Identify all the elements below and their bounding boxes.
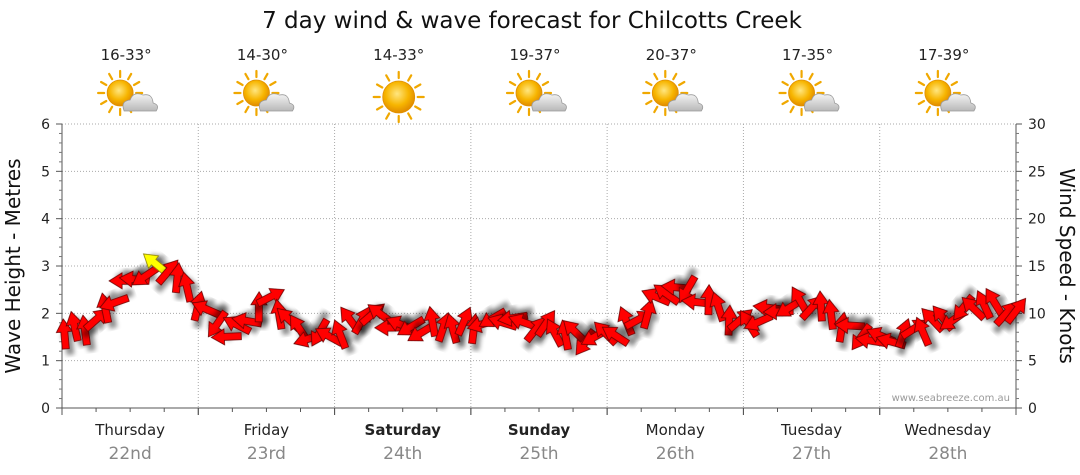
right-tick-label: 20 [1028,212,1046,228]
day-date: 27th [792,444,831,464]
day-temperature: 14-33° [373,46,424,64]
wind-arrow [1004,297,1027,325]
wind-arrow [617,306,636,337]
day-temperature: 20-37° [646,46,697,64]
chart-title: 7 day wind & wave forecast for Chilcotts… [262,8,803,34]
wind-arrows [55,253,1027,356]
right-tick-label: 25 [1028,164,1046,180]
partly-cloudy-icon [778,69,840,117]
day-name-tuesday: Tuesday [780,421,842,439]
wind-arrow [822,298,840,331]
day-temperature: 19-37° [509,46,560,64]
day-temperature: 17-35° [782,46,833,64]
left-tick-label: 5 [41,164,50,180]
left-tick-label: 3 [41,259,50,275]
day-date: 22nd [109,444,152,464]
partly-cloudy-icon [97,69,158,117]
day-name-thursday: Thursday [94,421,165,439]
wind-arrow [913,316,933,347]
day-date: 25th [519,444,558,464]
day-temperature: 17-39° [918,46,969,64]
wind-arrow [210,328,242,346]
left-tick-label: 4 [41,212,50,228]
wind-arrow [82,308,109,333]
day-date: 26th [656,444,695,464]
wind-arrow [709,291,727,323]
wind-arrow [639,298,657,330]
wind-arrow [55,318,74,350]
wind-arrow [423,305,441,338]
partly-cloudy-icon [642,69,704,117]
wind-arrow [601,326,631,347]
partly-cloudy-icon [914,69,976,117]
partly-cloudy-icon [233,69,295,117]
credit-text: www.seabreeze.com.au [892,393,1010,404]
right-tick-label: 10 [1028,306,1046,322]
sun-icon [372,70,425,124]
right-tick-label: 15 [1028,259,1046,275]
wind-arrow [99,294,130,312]
right-tick-label: 30 [1028,117,1046,133]
day-date: 24th [383,444,422,464]
left-tick-label: 2 [41,306,50,322]
left-tick-label: 6 [41,117,50,133]
right-tick-label: 0 [1028,401,1037,417]
day-name-friday: Friday [244,421,290,439]
wind-arrow [178,271,196,303]
left-axis: 0 1 2 3 4 5 6 [41,117,62,417]
day-labels: Thursday 22nd Friday 23rd Saturday 24th Sunday… [61,408,1017,464]
day-temperature: 16-33° [101,46,152,64]
wind-arrow [231,312,263,330]
right-axis-label: Wind Speed - Knots [1055,168,1079,364]
day-temperature: 14-30° [237,46,288,64]
day-name-monday: Monday [646,421,705,439]
day-name-saturday: Saturday [365,421,442,439]
weather-row: 16-33° 14-30° 14-33° 19-37° 20-37° 17-35° 17-3… [97,46,976,124]
left-axis-label: Wave Height - Metres [1,158,25,373]
wind-arrow [331,319,350,350]
partly-cloudy-icon [505,69,567,117]
right-tick-label: 5 [1028,354,1037,370]
day-date: 23rd [247,444,286,464]
day-name-wednesday: Wednesday [904,421,991,439]
day-name-sunday: Sunday [508,421,571,439]
right-axis: 0 5 10 15 20 25 30 [1016,117,1046,417]
left-tick-label: 0 [41,401,50,417]
left-tick-label: 1 [41,354,50,370]
day-date: 28th [928,444,967,464]
